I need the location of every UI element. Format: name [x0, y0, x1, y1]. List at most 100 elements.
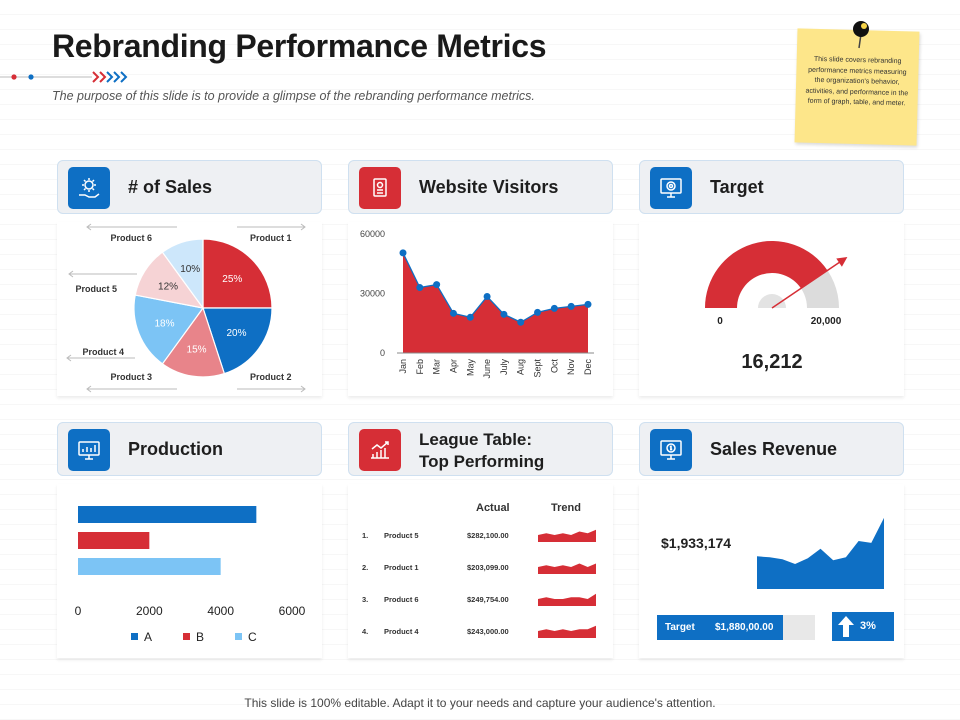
- change-badge: 3%: [832, 612, 894, 641]
- row-trend-sparkline: [538, 529, 596, 542]
- monitor-chart-icon: [68, 429, 110, 471]
- target-monitor-icon: [650, 167, 692, 209]
- y-tick-label: 0: [380, 348, 385, 358]
- pie-slice: [133, 294, 205, 365]
- row-product: Product 4: [384, 627, 419, 636]
- row-trend-sparkline: [538, 625, 596, 638]
- league-panel-title-line1: League Table:: [419, 430, 533, 449]
- pie-category-label: Product 5: [75, 284, 117, 294]
- sparkline-area: [538, 529, 596, 542]
- pie-slice: [161, 306, 226, 378]
- y-tick-label: 30000: [360, 289, 385, 299]
- row-trend-sparkline: [538, 563, 596, 574]
- row-product: Product 6: [384, 595, 419, 604]
- x-tick-label: Dec: [583, 359, 593, 376]
- pie-category-label: Product 6: [110, 233, 152, 243]
- callout-arrow: [300, 385, 306, 393]
- col-header-actual: Actual: [476, 502, 510, 514]
- pie-slice: [202, 238, 273, 309]
- revenue-area-chart: [757, 517, 884, 589]
- pie-slice-label: 10%: [180, 264, 200, 275]
- league-panel-header: League Table: Top Performing: [348, 422, 613, 476]
- col-header-trend: Trend: [551, 502, 581, 514]
- row-rank: 1.: [362, 531, 369, 540]
- x-tick-label: Feb: [415, 359, 425, 375]
- pie-slice-label: 25%: [222, 274, 242, 285]
- production-card: 0 2000 4000 6000 A B C: [57, 484, 322, 658]
- x-tick-label: Oct: [549, 359, 559, 374]
- gauge-fill: [705, 241, 828, 308]
- x-tick-label: Sept: [533, 359, 543, 378]
- revenue-panel-title: Sales Revenue: [710, 439, 838, 459]
- row-rank: 2.: [362, 563, 369, 572]
- callout-arrow: [86, 385, 92, 393]
- callout-arrow: [86, 223, 92, 231]
- sales-card: 25% 20% 15% 18% 12% 10% Product 1 Product 2 Prod…: [57, 222, 322, 396]
- data-point: [433, 281, 441, 289]
- callout-arrow: [68, 270, 74, 278]
- data-point: [399, 249, 407, 257]
- x-tick-label: Apr: [448, 359, 458, 373]
- row-actual: $203,099.00: [467, 563, 509, 572]
- page-title: Rebranding Performance Metrics: [52, 28, 547, 64]
- row-rank: 3.: [362, 595, 369, 604]
- pushpin-icon: [853, 21, 869, 49]
- sparkline-area: [538, 625, 596, 638]
- legend-label: A: [144, 630, 152, 644]
- change-value: 3%: [860, 620, 876, 632]
- visitors-panel-header: Website Visitors: [348, 160, 613, 214]
- target-panel-title: Target: [710, 177, 764, 197]
- money-monitor-icon: [650, 429, 692, 471]
- data-point: [534, 308, 542, 316]
- row-product: Product 1: [384, 563, 419, 572]
- data-point: [567, 302, 575, 310]
- revenue-panel-header: Sales Revenue: [639, 422, 904, 476]
- page-subtitle: The purpose of this slide is to provide …: [52, 89, 535, 103]
- pie-slice-label: 12%: [158, 281, 178, 292]
- pie-category-label: Product 2: [250, 372, 292, 382]
- visitors-card: 60000 30000 0 Jan Feb Mar Apr May June July Aug Sep…: [348, 222, 613, 396]
- data-point: [466, 313, 474, 321]
- gauge-needle-tip: [836, 256, 848, 267]
- row-actual: $249,754.00: [467, 595, 509, 604]
- x-tick-label: 0: [75, 604, 82, 618]
- up-arrow-icon: [838, 616, 854, 637]
- gauge-hub: [758, 294, 786, 308]
- production-bar: [78, 532, 150, 549]
- gauge-max-label: 20,000: [811, 316, 842, 327]
- x-tick-label: May: [465, 359, 475, 377]
- pie-slice-label: 20%: [226, 328, 246, 339]
- x-tick-label: 2000: [136, 604, 163, 618]
- target-panel-header: Target: [639, 160, 904, 214]
- data-point: [500, 310, 508, 318]
- x-tick-label: 6000: [279, 604, 306, 618]
- gauge-needle: [771, 259, 844, 309]
- target-bar-fill: [657, 615, 784, 640]
- gauge-value: 16,212: [741, 351, 802, 373]
- gear-hand-icon: [68, 167, 110, 209]
- data-point: [416, 284, 424, 292]
- data-point: [517, 318, 525, 326]
- y-tick-label: 60000: [360, 229, 385, 239]
- decorative-line: [0, 71, 128, 83]
- data-point: [483, 292, 491, 300]
- data-point: [550, 304, 558, 312]
- x-tick-label: Aug: [516, 359, 526, 375]
- row-trend-sparkline: [538, 593, 596, 606]
- pie-slice-label: 15%: [187, 344, 207, 355]
- row-rank: 4.: [362, 627, 369, 636]
- revenue-value: $1,933,174: [661, 535, 732, 551]
- gauge-min-label: 0: [717, 316, 723, 327]
- league-card: Actual Trend 1. Product 5 $282,100.00 2. Pro…: [348, 484, 613, 658]
- production-bar-chart: 0 2000 4000 6000 A B C: [75, 506, 306, 644]
- callout-arrow: [66, 354, 72, 362]
- visitors-panel-title: Website Visitors: [419, 177, 559, 197]
- visitors-area-chart: 60000 30000 0 Jan Feb Mar Apr May June July Aug Sep…: [360, 229, 594, 379]
- production-panel-title: Production: [128, 439, 223, 459]
- target-bar-track: Target $1,880,00.00: [657, 615, 815, 640]
- production-bar: [78, 506, 257, 523]
- x-tick-label: Mar: [432, 359, 442, 375]
- pie-slice: [202, 307, 273, 375]
- target-gauge-chart: 0 20,000 16,212: [705, 241, 848, 373]
- target-bar-value: $1,880,00.00: [715, 622, 774, 633]
